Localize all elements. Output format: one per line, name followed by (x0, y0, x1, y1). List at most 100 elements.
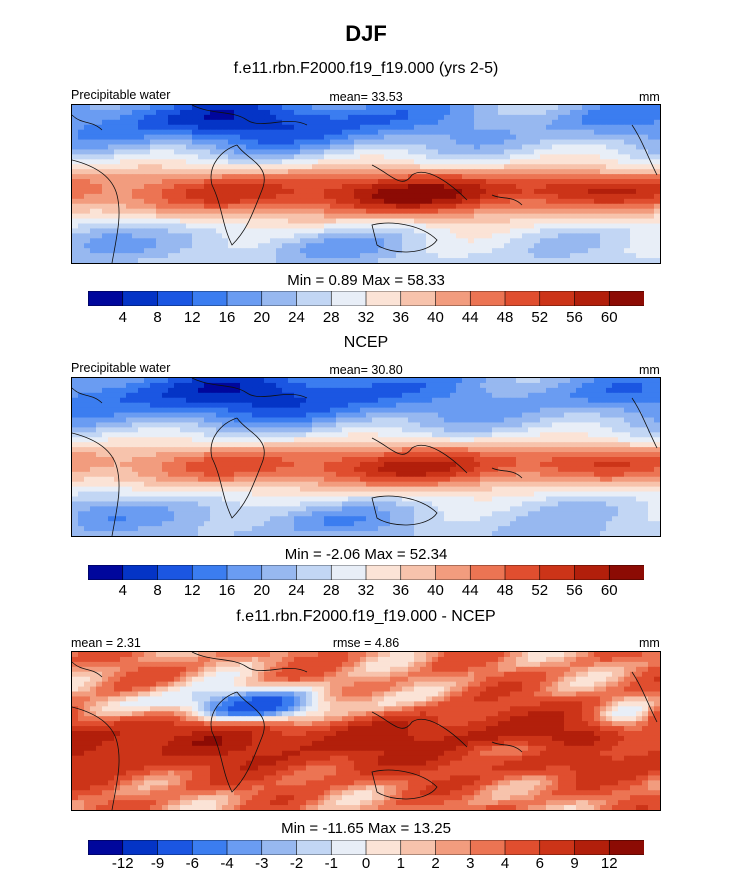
map-cell (372, 105, 379, 111)
map-cell (294, 417, 301, 423)
map-cell (162, 243, 169, 249)
map-cell (606, 174, 613, 180)
map-cell (642, 392, 649, 399)
map-cell (564, 233, 571, 239)
map-cell (84, 228, 91, 234)
map-cell (648, 109, 655, 116)
map-cell (438, 422, 445, 428)
map-cell (516, 198, 523, 205)
map-cell (198, 228, 205, 234)
map-cell (504, 203, 511, 210)
map-cell (156, 149, 163, 155)
map-cell (510, 258, 517, 263)
map-cell (420, 188, 427, 195)
map-cell (504, 164, 511, 170)
map-cell (594, 188, 601, 195)
map-cell (312, 213, 319, 219)
map-cell (384, 417, 391, 423)
map-cell (600, 442, 607, 448)
map-cell (450, 387, 457, 394)
map-cell (372, 402, 379, 409)
map-cell (150, 174, 157, 180)
map-cell (276, 208, 283, 215)
map-cell (336, 412, 343, 418)
map-cell (360, 427, 367, 433)
map-cell (636, 144, 643, 150)
map-cell (540, 188, 547, 195)
map-cell (198, 233, 205, 239)
map-cell (252, 466, 259, 473)
map-cell (234, 114, 241, 121)
map-cell (282, 159, 289, 165)
map-cell (396, 105, 403, 111)
map-cell (348, 124, 355, 131)
map-cell (90, 119, 97, 126)
map-cell (444, 407, 451, 413)
map-cell (456, 457, 463, 463)
panel-2-map (71, 377, 661, 537)
map-cell (276, 238, 283, 244)
map-cell (138, 208, 145, 215)
map-cell (510, 149, 517, 155)
map-cell (534, 387, 541, 394)
map-cell (102, 432, 109, 438)
map-cell (342, 174, 349, 180)
map-cell (294, 382, 301, 389)
map-cell (324, 114, 331, 121)
map-cell (120, 159, 127, 165)
map-cell (306, 452, 313, 458)
map-cell (522, 119, 529, 126)
map-cell (228, 218, 235, 224)
map-cell (90, 238, 97, 244)
map-cell (72, 382, 79, 389)
map-cell (378, 105, 385, 111)
map-cell (528, 164, 535, 170)
map-cell (132, 437, 139, 443)
map-cell (126, 243, 133, 249)
map-cell (558, 139, 565, 145)
map-cell (492, 233, 499, 239)
map-cell (312, 457, 319, 463)
map-cell (114, 119, 121, 126)
map-cell (216, 466, 223, 473)
map-cell (144, 174, 151, 180)
map-cell (648, 129, 655, 136)
map-cell (228, 203, 235, 210)
map-cell (156, 179, 163, 185)
map-cell (96, 466, 103, 473)
map-cell (198, 432, 205, 438)
map-cell (612, 407, 619, 413)
map-cell (306, 159, 313, 165)
map-cell (366, 457, 373, 463)
map-cell (612, 198, 619, 205)
map-cell (420, 198, 427, 205)
map-cell (216, 134, 223, 140)
map-cell (474, 432, 481, 438)
map-cell (192, 457, 199, 463)
map-cell (642, 387, 649, 394)
map-cell (618, 223, 625, 229)
map-cell (282, 397, 289, 404)
map-cell (420, 461, 427, 468)
map-cell (486, 218, 493, 224)
map-cell (84, 193, 91, 200)
map-cell (636, 114, 643, 121)
map-cell (498, 179, 505, 185)
map-cell (324, 159, 331, 165)
map-cell (264, 109, 271, 116)
map-cell (564, 149, 571, 155)
map-cell (624, 253, 631, 259)
map-cell (582, 213, 589, 219)
map-cell (600, 203, 607, 210)
map-cell (450, 248, 457, 254)
map-cell (378, 248, 385, 254)
map-cell (402, 218, 409, 224)
map-cell (426, 144, 433, 150)
map-cell (96, 402, 103, 409)
map-cell (330, 105, 337, 111)
map-cell (270, 466, 277, 473)
map-cell (120, 442, 127, 448)
map-cell (240, 233, 247, 239)
map-cell (210, 452, 217, 458)
map-cell (624, 198, 631, 205)
